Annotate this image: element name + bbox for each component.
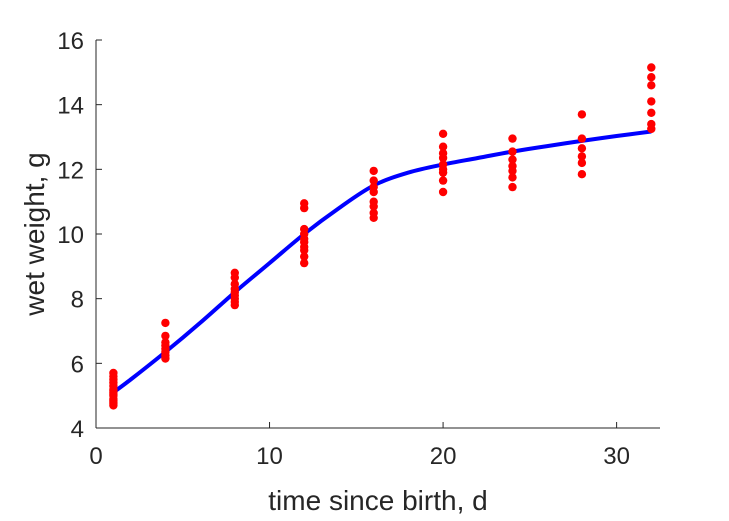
data-point [438,187,448,197]
data-point [577,152,587,161]
x-tick-label: 20 [430,443,457,470]
data-point [647,73,656,82]
data-point [300,203,309,213]
data-point [300,252,309,261]
data-point [438,142,448,151]
data-point [161,331,170,341]
y-tick-label: 12 [57,157,84,184]
data-point [577,144,587,153]
data-point [369,166,378,176]
data-point [577,170,587,179]
data-point [109,401,118,410]
data-point [300,258,309,268]
data-point [647,81,656,90]
data-point [438,153,448,163]
y-tick-label: 14 [57,93,84,120]
data-point [161,318,170,328]
data-point [161,354,170,363]
x-tick-label: 30 [603,443,630,470]
data-point [577,134,587,143]
data-point [369,202,378,211]
data-point [438,129,448,138]
data-point [508,166,517,176]
data-point [647,97,656,106]
y-axis-label: wet weight, g [19,152,50,316]
data-point [508,134,517,143]
y-tick-label: 16 [57,28,84,55]
data-point [647,63,656,72]
data-point [438,176,448,185]
data-point [438,168,448,177]
y-tick-label: 6 [71,351,84,378]
y-ticks: 4 6 8 10 12 14 16 [57,28,102,443]
x-ticks: 0 10 20 30 [89,422,630,470]
data-point [369,187,378,197]
data-point [508,182,517,192]
y-tick-label: 8 [71,287,84,314]
data-point [508,155,517,164]
y-tick-label: 10 [57,222,84,249]
x-axis-label: time since birth, d [268,485,487,516]
data-point [369,176,378,185]
data-point [369,213,378,222]
y-tick-label: 4 [71,416,84,443]
data-point [508,173,517,182]
data-point [508,147,517,156]
data-point [230,273,239,282]
x-tick-label: 10 [256,443,283,470]
data-point [647,108,656,118]
fit-line [112,129,652,395]
x-tick-label: 0 [89,443,102,470]
data-point [230,300,239,310]
plot-area [109,63,656,410]
axes [95,40,660,429]
data-point [577,110,587,119]
data-point [647,124,656,134]
data-points [109,63,656,410]
data-point [300,246,309,255]
data-point [577,158,587,168]
